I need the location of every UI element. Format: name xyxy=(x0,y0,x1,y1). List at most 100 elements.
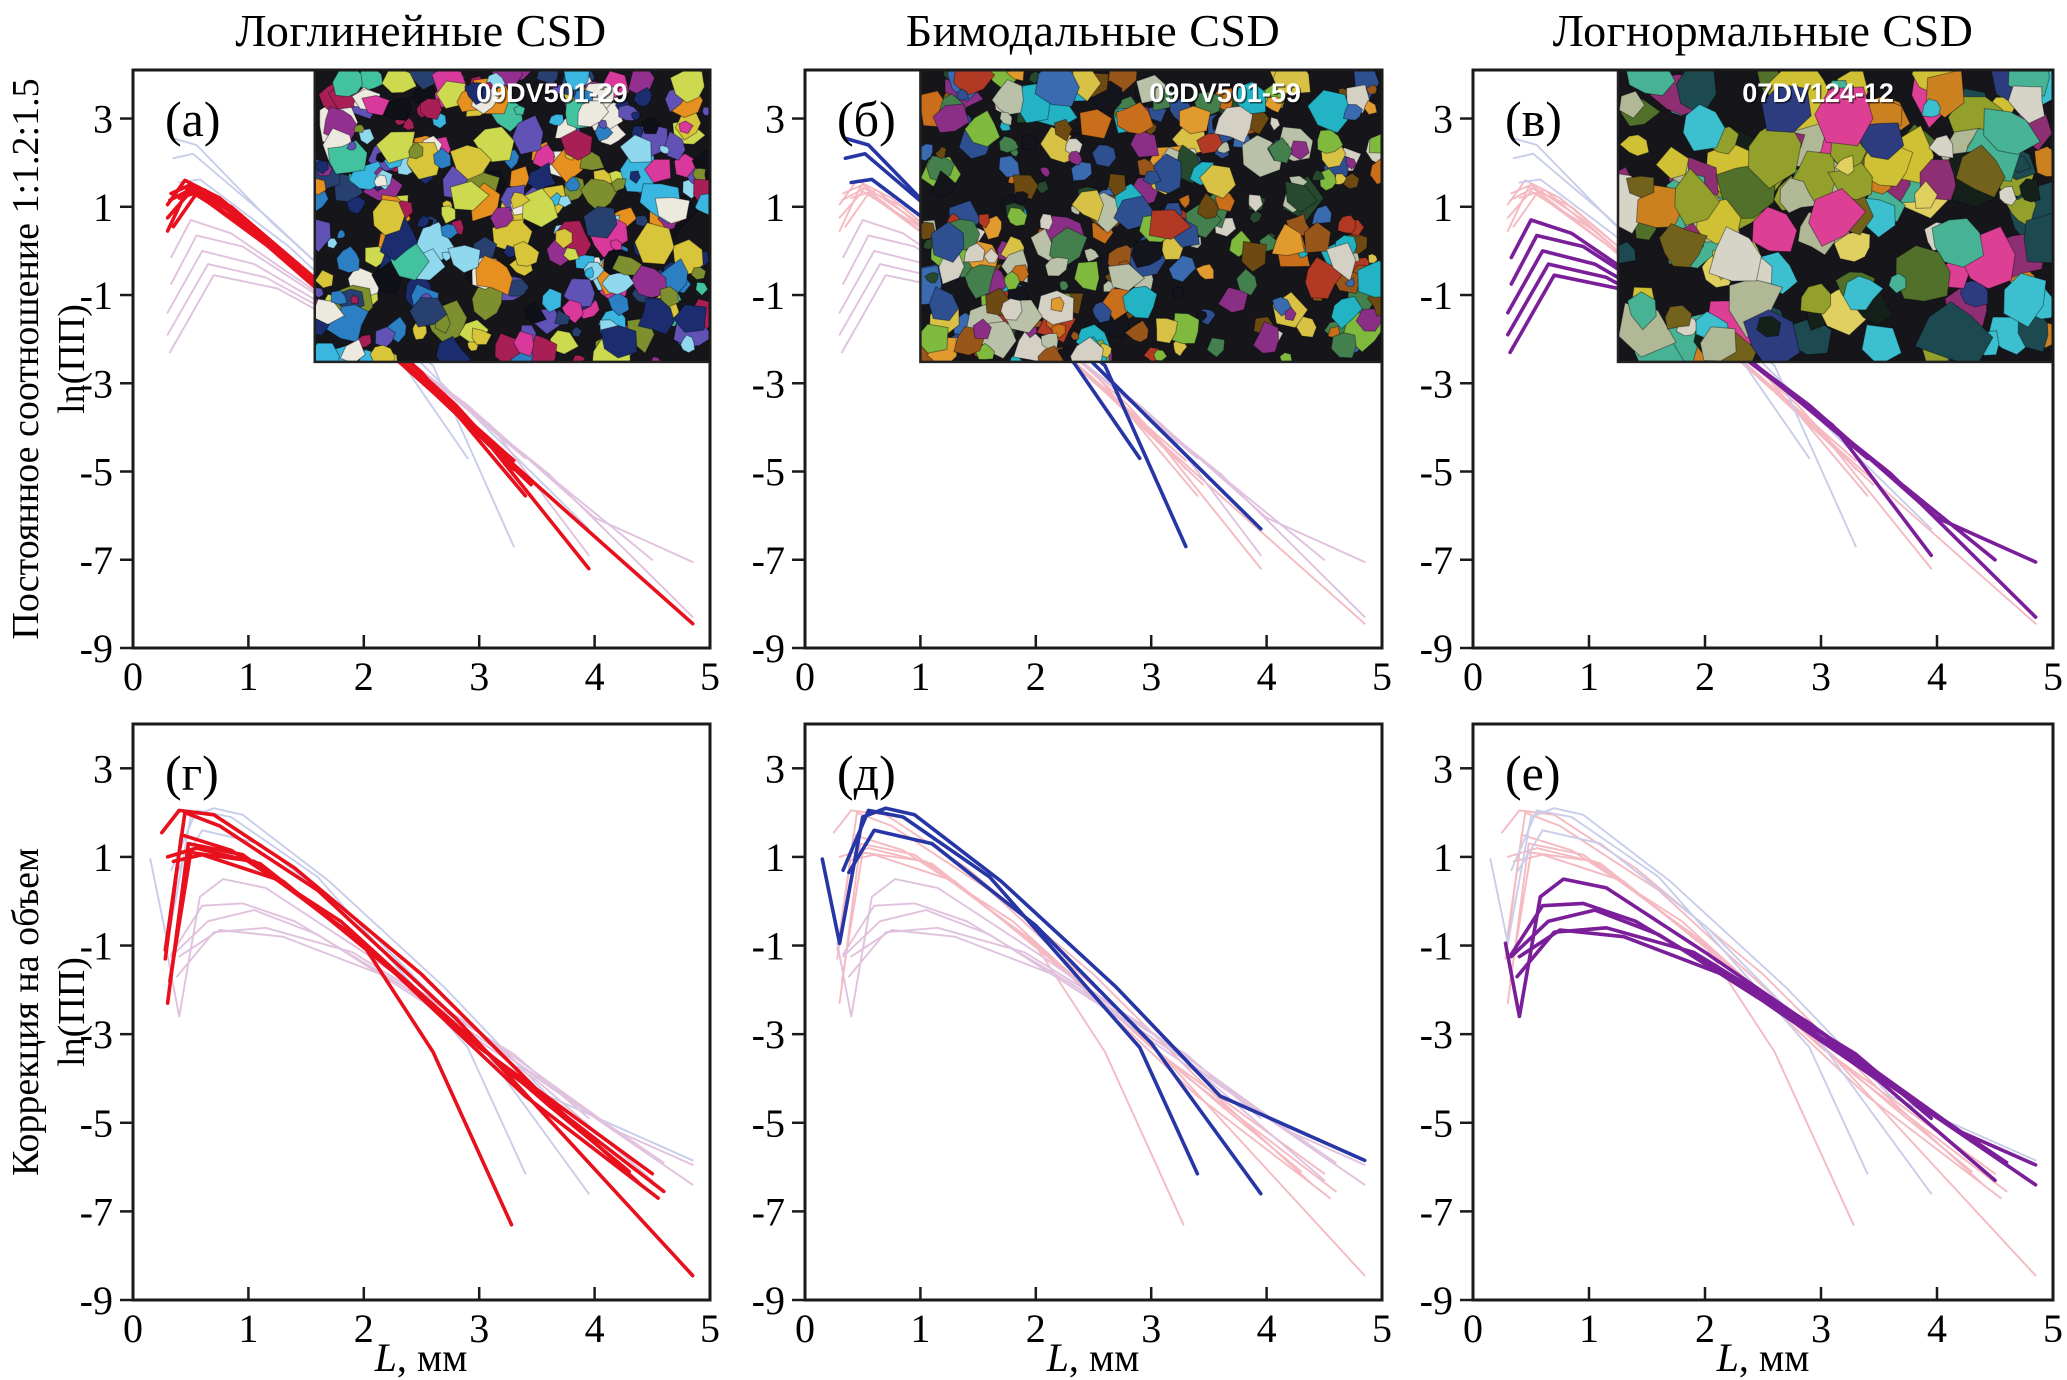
inset-crystal xyxy=(1998,185,2017,207)
column-title-lognormal: Логнормальные CSD xyxy=(1552,5,1974,56)
y-tick-label: -9 xyxy=(1420,626,1453,671)
inset-crystal xyxy=(339,338,366,362)
inset-crystal xyxy=(669,70,705,104)
inset-crystal xyxy=(1107,263,1146,292)
inset-crystal xyxy=(559,129,593,161)
panel-letter: (в) xyxy=(1505,91,1562,147)
y-tick-label: -5 xyxy=(752,1101,785,1146)
x-tick-label: 2 xyxy=(1026,1306,1046,1351)
inset-crystal xyxy=(2023,212,2053,264)
inset-crystal xyxy=(1003,270,1021,291)
panel-a: 09DV501-29 09DV501-29 3 1 -1 -3 -5 -7 -9 0 1 2 3 4 5 (а… xyxy=(48,56,738,719)
y-tick-label: -1 xyxy=(80,273,113,318)
inset-crystal xyxy=(597,119,608,130)
inset-crystal xyxy=(600,324,638,359)
inset-crystal xyxy=(447,244,481,274)
x-axis-label-col1: L, мм xyxy=(374,1335,468,1380)
inset-crystal xyxy=(1168,312,1200,344)
inset-crystal xyxy=(527,161,557,190)
inset-crystal xyxy=(1303,221,1332,254)
inset-crystal xyxy=(524,300,548,324)
y-tick-label: -9 xyxy=(752,1278,785,1323)
inset-crystal xyxy=(1091,144,1117,168)
curve-lognormal-0-bold xyxy=(1503,877,2038,1167)
inset-crystal xyxy=(557,195,573,208)
inset-crystal xyxy=(346,140,357,151)
inset-crystal xyxy=(554,228,573,250)
y-tick-label: -1 xyxy=(1420,924,1453,969)
inset-crystal xyxy=(695,281,709,297)
curve-bimodal-2-faint xyxy=(175,829,590,1195)
inset-crystal xyxy=(1674,167,1721,226)
panel-letter: (е) xyxy=(1505,745,1561,801)
inset-crystal xyxy=(1814,86,1874,147)
x-tick-label: 2 xyxy=(1695,1306,1715,1351)
y-tick-label: -3 xyxy=(80,1012,113,1057)
inset-crystal xyxy=(432,147,452,170)
x-tick-label: 4 xyxy=(1257,1306,1277,1351)
inset-crystal xyxy=(611,254,643,276)
inset-crystal xyxy=(1235,268,1258,297)
inset-crystal xyxy=(1337,214,1357,234)
y-tick-label: -7 xyxy=(1420,1189,1453,1234)
inset-crystal xyxy=(1039,213,1054,231)
x-tick-label: 5 xyxy=(700,1306,720,1351)
inset-crystal xyxy=(928,286,960,322)
inset-crystal xyxy=(1069,336,1104,362)
inset-crystal xyxy=(1635,184,1683,229)
inset-crystal xyxy=(1198,164,1237,199)
curve-lognormal-4-faint xyxy=(850,929,1262,1120)
inset-crystal xyxy=(664,130,686,161)
inset-crystal xyxy=(1330,295,1363,330)
inset-crystal xyxy=(964,264,997,300)
inset-crystal xyxy=(1365,84,1378,95)
inset-crystal xyxy=(920,143,934,162)
inset-crystal xyxy=(678,120,694,135)
inset-crystal xyxy=(2007,85,2046,125)
inset-crystal xyxy=(983,247,1000,264)
y-tick-label: 3 xyxy=(1433,746,1453,791)
y-tick-label: 3 xyxy=(765,97,785,142)
inset-crystal xyxy=(1153,153,1182,194)
curve-lognormal-1-faint xyxy=(170,902,665,1164)
x-tick-label: 4 xyxy=(585,1306,605,1351)
inset-crystal xyxy=(1107,173,1127,197)
inset-crystal xyxy=(1021,133,1040,151)
x-tick-label: 0 xyxy=(123,654,143,699)
inset-crystal xyxy=(1195,263,1215,280)
x-tick-label: 0 xyxy=(1463,654,1483,699)
y-tick-label: -3 xyxy=(752,361,785,406)
inset-crystal xyxy=(631,125,644,139)
inset-crystal xyxy=(561,299,584,324)
inset-crystal xyxy=(510,191,531,210)
inset-crystal xyxy=(634,222,675,265)
inset-crystal xyxy=(1206,337,1226,358)
inset-crystal xyxy=(1779,177,1818,214)
inset-crystal xyxy=(1955,144,2006,199)
inset-crystal xyxy=(1625,70,1676,97)
curve-bimodal-1-faint xyxy=(1510,809,1869,1175)
inset-crystal xyxy=(1248,193,1264,213)
x-tick-label: 1 xyxy=(1579,654,1599,699)
inset-crystal xyxy=(408,296,448,328)
inset-crystal xyxy=(1855,122,1905,161)
inset-crystal xyxy=(579,151,605,171)
y-tick-label: -9 xyxy=(80,1278,113,1323)
y-tick-label: -5 xyxy=(1420,450,1453,495)
inset-label-shadow: 07DV124-12 xyxy=(1744,80,1896,110)
x-tick-label: 0 xyxy=(795,654,815,699)
inset-crystal xyxy=(693,193,710,216)
inset-crystal xyxy=(659,144,670,155)
inset-crystal xyxy=(1196,192,1220,220)
inset-crystal xyxy=(1070,161,1093,182)
inset-crystal xyxy=(1344,277,1355,288)
inset-crystal xyxy=(630,111,642,122)
y-tick-label: -7 xyxy=(80,1189,113,1234)
inset-crystal xyxy=(1050,296,1065,313)
inset-crystal xyxy=(314,298,346,325)
x-tick-label: 5 xyxy=(2043,654,2063,699)
y-tick-label: -1 xyxy=(752,924,785,969)
